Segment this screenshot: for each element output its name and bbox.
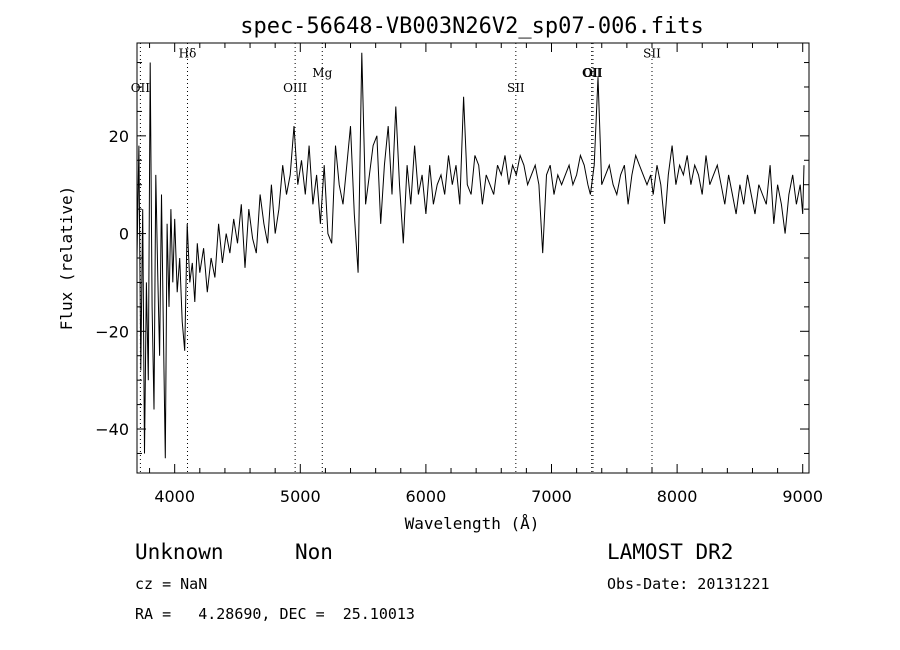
line-marker-label: OII bbox=[131, 81, 151, 95]
y-tick-label: 20 bbox=[109, 127, 129, 146]
class-label: Unknown bbox=[135, 540, 224, 564]
y-tick-label: −40 bbox=[95, 420, 129, 439]
spectrum-line bbox=[136, 52, 805, 459]
line-marker-label: OIII bbox=[283, 81, 307, 95]
subclass-label: Non bbox=[295, 540, 333, 564]
plot-frame bbox=[136, 42, 810, 474]
axis-ticks: 4000 5000 6000 7000 8000 9000 −40 −20 0 20 bbox=[95, 43, 823, 506]
y-tick-label: 0 bbox=[119, 225, 129, 244]
line-marker-label: SII bbox=[643, 47, 661, 61]
x-tick-label: 8000 bbox=[657, 487, 698, 506]
x-axis-label: Wavelength (Å) bbox=[405, 514, 540, 533]
line-marker-label: OII bbox=[583, 66, 603, 80]
line-marker-label: OII bbox=[582, 66, 602, 80]
radec-label: RA = 4.28690, DEC = 25.10013 bbox=[135, 605, 415, 623]
y-tick-label: −20 bbox=[95, 322, 129, 341]
x-tick-label: 6000 bbox=[406, 487, 447, 506]
line-marker-label: Hδ bbox=[179, 47, 197, 61]
y-axis-label: Flux (relative) bbox=[57, 186, 76, 331]
line-marker-label: SII bbox=[507, 81, 525, 95]
obs-date-label: Obs-Date: 20131221 bbox=[607, 575, 770, 593]
x-tick-label: 5000 bbox=[280, 487, 321, 506]
x-tick-label: 7000 bbox=[531, 487, 572, 506]
survey-label: LAMOST DR2 bbox=[607, 540, 734, 564]
x-tick-label: 4000 bbox=[154, 487, 195, 506]
cz-label: cz = NaN bbox=[135, 575, 208, 593]
x-tick-label: 9000 bbox=[782, 487, 823, 506]
chart-title: spec-56648-VB003N26V2_sp07-006.fits bbox=[240, 14, 704, 39]
line-marker-label: Mg bbox=[312, 66, 332, 80]
